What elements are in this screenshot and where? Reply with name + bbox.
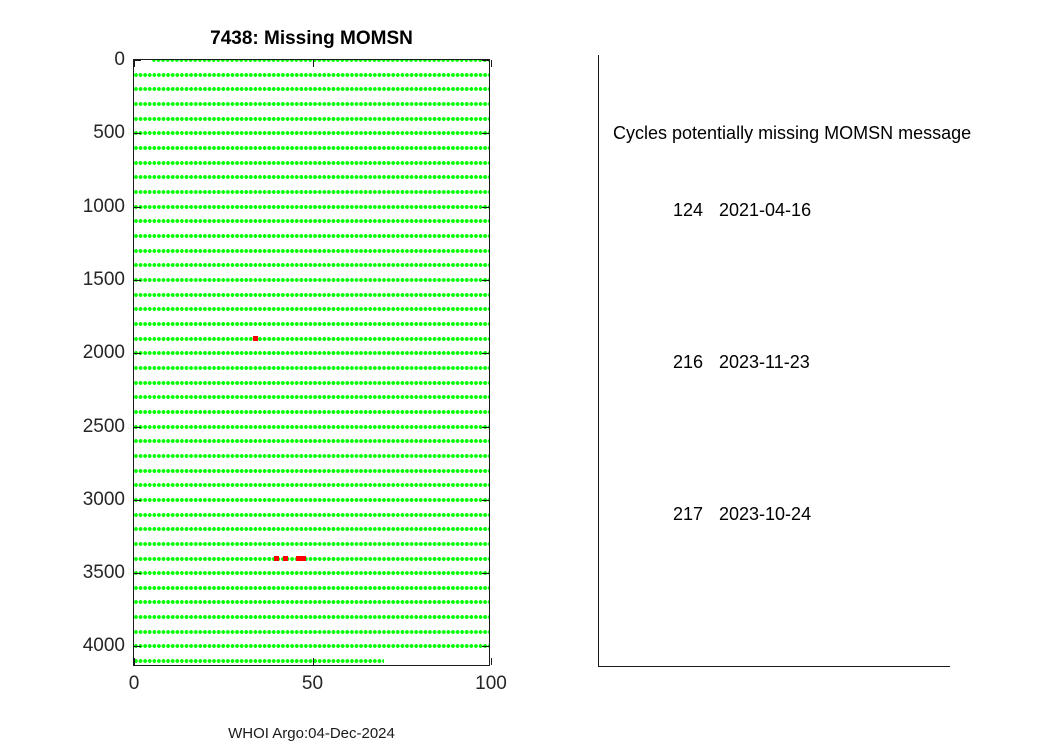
y-axis-label: 2500 (82, 415, 125, 437)
cycle-row (134, 615, 489, 620)
cycle-row (134, 248, 489, 253)
missing-momsn-marker (283, 556, 289, 561)
cycle-date: 2021-04-16 (719, 200, 812, 220)
y-axis-tick (482, 426, 489, 428)
x-axis-tick (491, 60, 492, 67)
y-axis-label: 2000 (82, 342, 125, 364)
x-axis-label: 50 (301, 673, 324, 694)
cycle-row (134, 527, 489, 532)
cycle-row (134, 277, 489, 282)
cycle-row (134, 189, 489, 194)
missing-momsn-marker (274, 556, 280, 561)
y-axis-tick (482, 499, 489, 501)
cycle-row (134, 468, 489, 473)
list-item: 216 2023-11-23 (599, 352, 810, 373)
y-axis-tick (134, 60, 141, 61)
figure-footer: WHOI Argo:04-Dec-2024 (228, 725, 395, 742)
y-axis-tick (134, 499, 141, 501)
list-item: 124 2021-04-16 (599, 200, 811, 221)
cycle-row (134, 233, 489, 238)
missing-momsn-panel: Cycles potentially missing MOMSN message… (598, 55, 971, 667)
cycle-row (134, 600, 489, 605)
cycle-row (134, 101, 489, 106)
cycle-row (134, 541, 489, 546)
cycle-row (134, 644, 489, 649)
y-axis-label: 3500 (82, 562, 125, 584)
cycle-date: 2023-10-24 (719, 504, 812, 524)
y-axis-label: 0 (114, 49, 125, 70)
plot-axes: 0 500 1000 1500 2000 2500 3000 3500 4000 0 50 100 (83, 49, 507, 694)
cycle-row (134, 512, 489, 517)
y-axis-tick (482, 646, 489, 648)
cycle-row (134, 116, 489, 121)
cycle-row (134, 336, 489, 341)
cycle-row (134, 292, 489, 297)
cycle-row (134, 321, 489, 326)
cycle-row (134, 72, 489, 77)
cycle-row (134, 204, 489, 209)
cycle-row (134, 175, 489, 180)
cycle-row (134, 556, 489, 561)
y-axis-tick (482, 60, 489, 61)
cycle-number: 217 (672, 504, 703, 524)
panel-heading: Cycles potentially missing MOMSN message (613, 123, 972, 143)
y-axis-label: 3000 (82, 488, 125, 510)
cycle-row (134, 395, 489, 400)
x-axis-label: 100 (475, 673, 507, 694)
cycle-row (134, 453, 489, 458)
x-axis-tick (491, 658, 492, 665)
y-axis-label: 1500 (82, 268, 125, 290)
cycle-row (134, 219, 489, 224)
x-axis-tick (134, 60, 135, 67)
y-axis-label: 500 (93, 122, 125, 144)
y-axis-label: 4000 (82, 635, 125, 657)
cycle-row (134, 160, 489, 165)
cycle-row (134, 351, 489, 356)
y-axis-tick (482, 206, 489, 208)
y-axis-tick (134, 353, 141, 355)
list-item: 217 2023-10-24 (599, 504, 811, 525)
cycle-number: 216 (672, 352, 703, 372)
cycle-row (134, 263, 489, 268)
cycle-row (134, 439, 489, 444)
cycle-row (134, 365, 489, 370)
x-axis-tick (312, 658, 314, 665)
y-axis-tick (482, 573, 489, 575)
x-axis-label: 0 (128, 673, 140, 694)
cycle-row (134, 659, 384, 664)
y-axis-tick (482, 133, 489, 135)
y-axis-tick (134, 573, 141, 575)
cycle-row (134, 380, 489, 385)
y-axis-tick (134, 646, 141, 648)
y-axis-tick (134, 133, 141, 135)
x-axis-tick (312, 60, 314, 67)
cycle-row (134, 571, 489, 576)
cycle-row (134, 424, 489, 429)
y-axis-tick (482, 279, 489, 281)
cycle-row (134, 131, 489, 136)
plot-data-area (134, 60, 489, 665)
page-title: 7438: Missing MOMSN (210, 28, 413, 49)
y-axis-tick (134, 279, 141, 281)
cycle-row (134, 409, 489, 414)
cycle-date: 2023-11-23 (719, 352, 810, 372)
y-axis-tick (134, 206, 141, 208)
missing-momsn-marker (295, 556, 301, 561)
y-axis-tick (134, 426, 141, 428)
plot-panel: 7438: Missing MOMSN 0 500 1000 1500 2000 2500… (83, 28, 507, 742)
cycle-row (134, 87, 489, 92)
cycle-row (134, 145, 489, 150)
cycle-row (134, 585, 489, 590)
missing-momsn-marker (252, 336, 258, 342)
y-axis-label: 1000 (82, 195, 125, 217)
cycle-row (134, 483, 489, 488)
missing-momsn-marker (301, 556, 307, 561)
cycle-number: 124 (672, 200, 703, 220)
cycle-row (134, 307, 489, 312)
cycle-row (134, 629, 489, 634)
cycle-row (134, 497, 489, 502)
y-axis-tick (482, 353, 489, 355)
cycle-row (151, 60, 489, 62)
x-axis-tick (134, 658, 135, 665)
